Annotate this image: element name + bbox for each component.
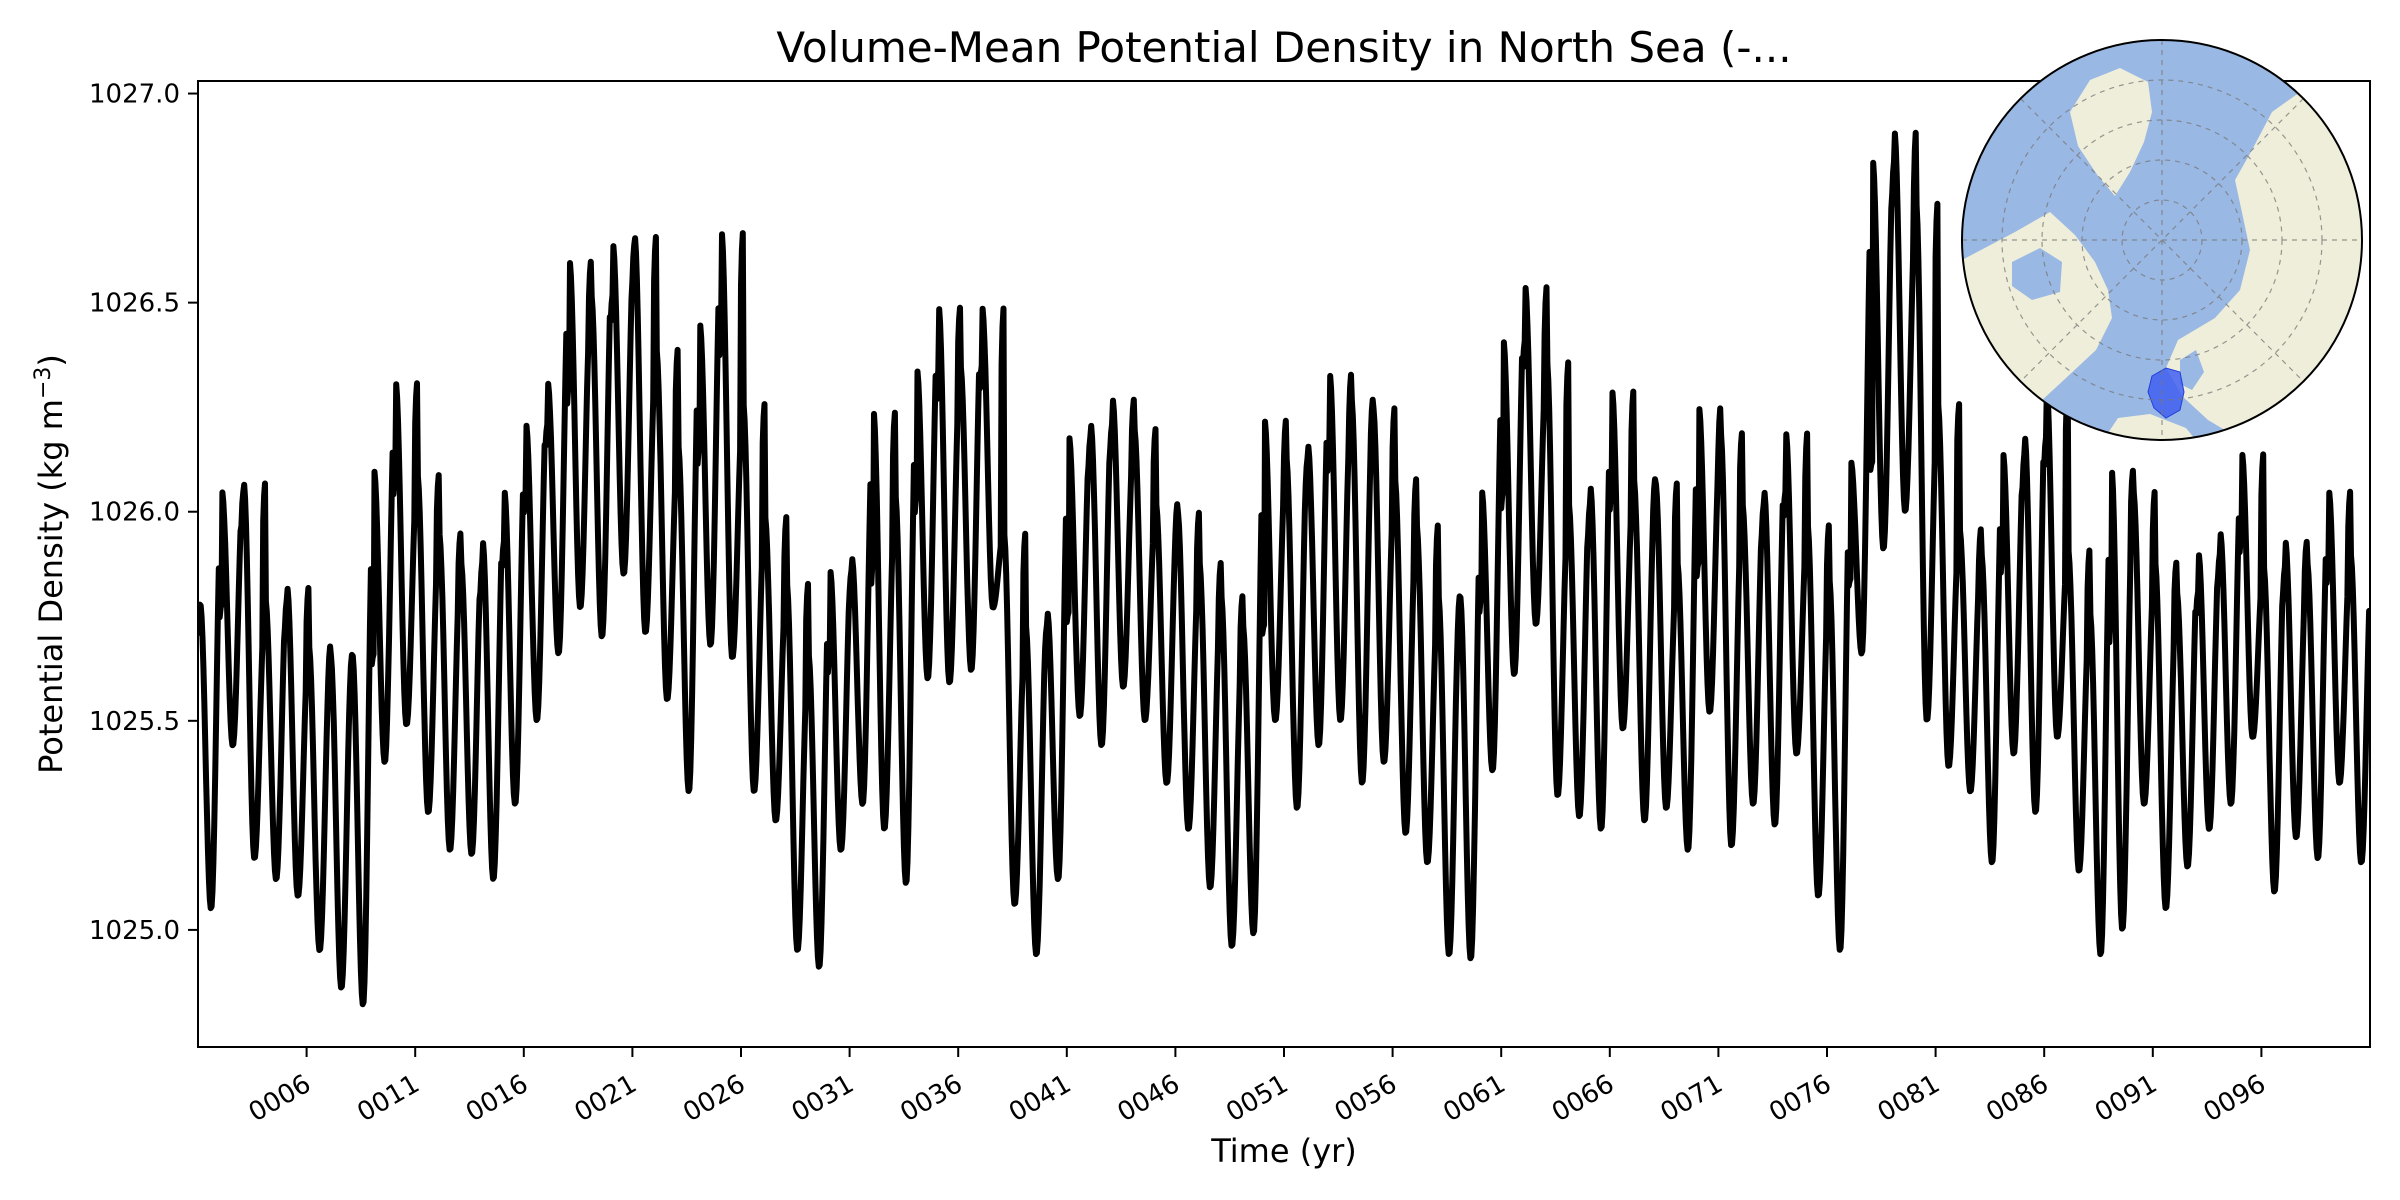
sea-hudson-bay bbox=[2012, 248, 2062, 300]
land-eurasia bbox=[2166, 92, 2362, 440]
y-tick-label: 1025.0 bbox=[89, 916, 180, 946]
y-axis-label-close: ) bbox=[32, 354, 70, 366]
chart-title: Volume-Mean Potential Density in North S… bbox=[776, 23, 1791, 72]
graticule-meridian bbox=[2020, 98, 2304, 382]
graticule-meridian bbox=[2020, 98, 2304, 382]
y-tick-label: 1026.5 bbox=[89, 289, 180, 319]
y-tick-label: 1026.0 bbox=[89, 498, 180, 528]
polar-map-inset bbox=[1961, 39, 2363, 441]
y-axis-label-exponent: −3 bbox=[31, 367, 56, 399]
y-tick-label: 1027.0 bbox=[89, 80, 180, 110]
x-axis-label: Time (yr) bbox=[1210, 1132, 1357, 1170]
inset-border bbox=[1961, 39, 2363, 441]
y-axis-label: Potential Density (kg m−3) bbox=[31, 354, 70, 774]
inset-graticule bbox=[1962, 40, 2362, 440]
y-tick-label: 1025.5 bbox=[89, 707, 180, 737]
inset-north-sea-region bbox=[2147, 367, 2185, 419]
density-series-line bbox=[198, 129, 2370, 1008]
y-axis-label-main: Potential Density (kg m bbox=[32, 399, 70, 774]
sea-baltic bbox=[2180, 350, 2204, 390]
